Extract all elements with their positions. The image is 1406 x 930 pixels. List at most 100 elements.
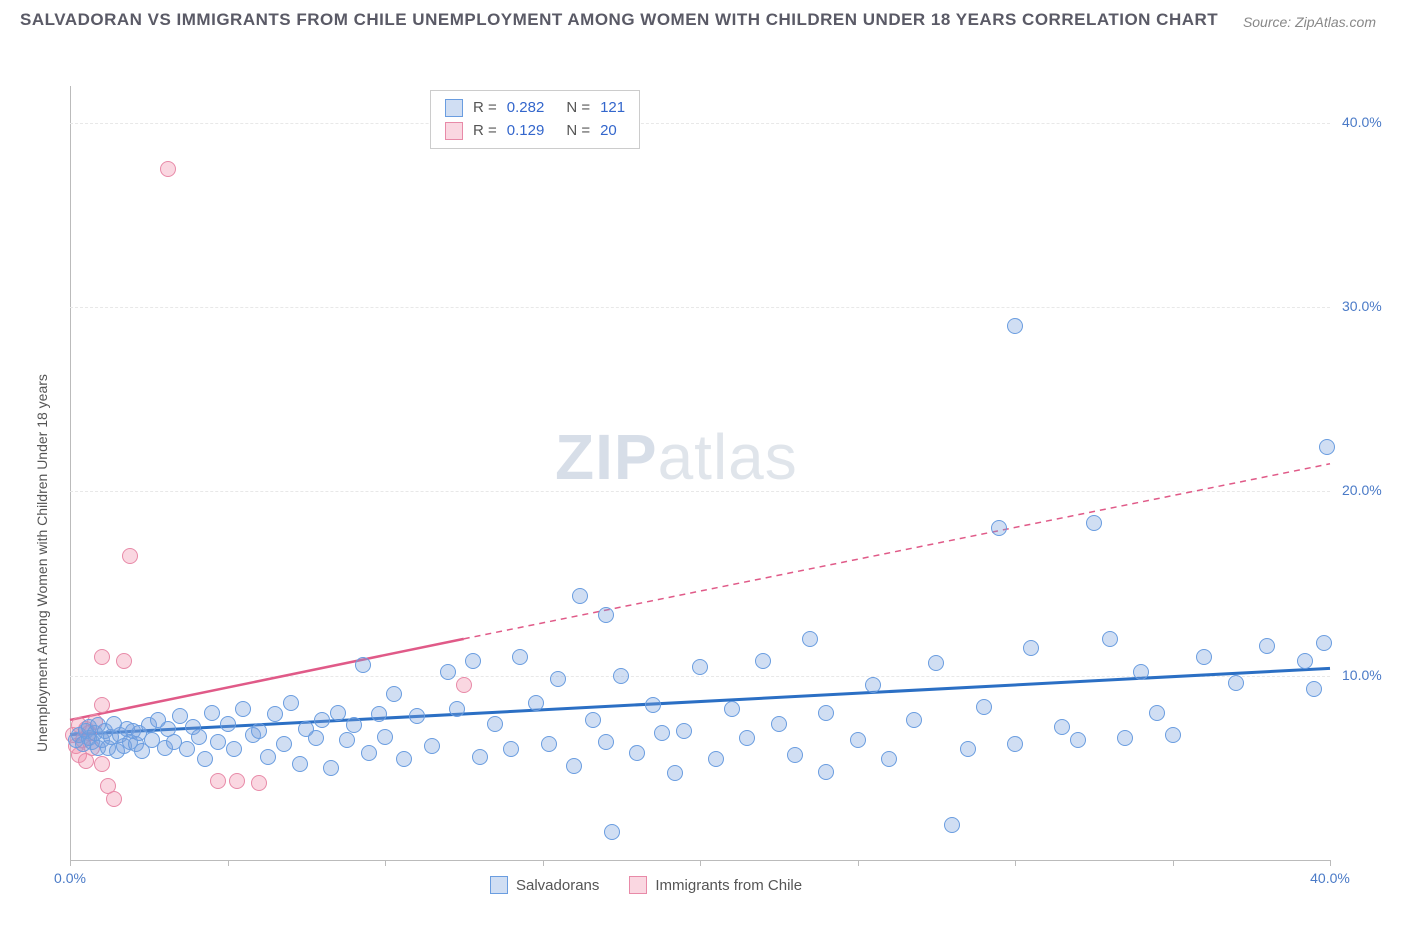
x-tick-label: 0.0% — [54, 870, 86, 886]
point-series-a — [1149, 705, 1165, 721]
point-series-a — [604, 824, 620, 840]
point-series-a — [1319, 439, 1335, 455]
point-series-b — [456, 677, 472, 693]
point-series-a — [1007, 318, 1023, 334]
legend-swatch — [490, 876, 508, 894]
point-series-a — [818, 705, 834, 721]
point-series-b — [210, 773, 226, 789]
point-series-a — [692, 659, 708, 675]
point-series-a — [787, 747, 803, 763]
x-tick-mark — [228, 860, 229, 866]
point-series-a — [377, 729, 393, 745]
stats-r-value: 0.282 — [507, 97, 545, 120]
point-series-a — [339, 732, 355, 748]
point-series-a — [1054, 719, 1070, 735]
point-series-a — [179, 741, 195, 757]
point-series-a — [283, 695, 299, 711]
point-series-a — [739, 730, 755, 746]
point-series-a — [865, 677, 881, 693]
point-series-a — [541, 736, 557, 752]
point-series-a — [802, 631, 818, 647]
point-series-a — [292, 756, 308, 772]
point-series-a — [308, 730, 324, 746]
point-series-a — [881, 751, 897, 767]
chart-plot-area: 10.0%20.0%30.0%40.0%0.0%40.0%Unemploymen… — [70, 86, 1330, 860]
point-series-a — [260, 749, 276, 765]
point-series-b — [94, 697, 110, 713]
point-series-a — [487, 716, 503, 732]
trend-lines — [70, 86, 1330, 860]
point-series-a — [472, 749, 488, 765]
y-tick-label: 40.0% — [1342, 114, 1382, 130]
legend-swatch — [629, 876, 647, 894]
point-series-a — [396, 751, 412, 767]
point-series-a — [386, 686, 402, 702]
point-series-b — [116, 653, 132, 669]
legend-label: Salvadorans — [516, 877, 599, 894]
point-series-a — [276, 736, 292, 752]
point-series-a — [226, 741, 242, 757]
point-series-a — [1102, 631, 1118, 647]
point-series-a — [503, 741, 519, 757]
x-tick-label: 40.0% — [1310, 870, 1350, 886]
point-series-a — [449, 701, 465, 717]
point-series-a — [1117, 730, 1133, 746]
x-tick-mark — [1173, 860, 1174, 866]
point-series-a — [613, 668, 629, 684]
point-series-b — [251, 775, 267, 791]
point-series-a — [1306, 681, 1322, 697]
y-axis-label: Unemployment Among Women with Children U… — [34, 374, 50, 752]
point-series-b — [94, 756, 110, 772]
point-series-a — [550, 671, 566, 687]
point-series-a — [409, 708, 425, 724]
point-series-a — [676, 723, 692, 739]
point-series-a — [629, 745, 645, 761]
x-tick-mark — [858, 860, 859, 866]
point-series-a — [361, 745, 377, 761]
point-series-a — [314, 712, 330, 728]
point-series-a — [191, 729, 207, 745]
point-series-a — [512, 649, 528, 665]
x-tick-mark — [385, 860, 386, 866]
point-series-a — [197, 751, 213, 767]
source-label: Source: ZipAtlas.com — [1243, 14, 1386, 30]
stats-n-value: 121 — [600, 97, 625, 120]
point-series-a — [1259, 638, 1275, 654]
stats-r-label: R = — [473, 97, 497, 120]
point-series-b — [122, 548, 138, 564]
point-series-a — [566, 758, 582, 774]
point-series-a — [210, 734, 226, 750]
point-series-a — [906, 712, 922, 728]
point-series-a — [1070, 732, 1086, 748]
stats-row: R =0.282N =121 — [445, 97, 625, 120]
point-series-a — [1196, 649, 1212, 665]
point-series-a — [572, 588, 588, 604]
point-series-a — [465, 653, 481, 669]
x-tick-mark — [1015, 860, 1016, 866]
point-series-a — [1165, 727, 1181, 743]
point-series-a — [818, 764, 834, 780]
x-tick-mark — [543, 860, 544, 866]
point-series-a — [755, 653, 771, 669]
point-series-a — [976, 699, 992, 715]
point-series-a — [1228, 675, 1244, 691]
stats-row: R =0.129N =20 — [445, 120, 625, 143]
point-series-a — [928, 655, 944, 671]
point-series-b — [160, 161, 176, 177]
point-series-a — [1133, 664, 1149, 680]
point-series-a — [708, 751, 724, 767]
stats-r-value: 0.129 — [507, 120, 545, 143]
point-series-a — [850, 732, 866, 748]
point-series-a — [944, 817, 960, 833]
point-series-a — [220, 716, 236, 732]
point-series-b — [106, 791, 122, 807]
point-series-a — [960, 741, 976, 757]
legend-swatch — [445, 99, 463, 117]
point-series-a — [355, 657, 371, 673]
point-series-a — [204, 705, 220, 721]
point-series-a — [235, 701, 251, 717]
point-series-a — [654, 725, 670, 741]
y-tick-label: 20.0% — [1342, 482, 1382, 498]
point-series-a — [251, 723, 267, 739]
point-series-a — [724, 701, 740, 717]
